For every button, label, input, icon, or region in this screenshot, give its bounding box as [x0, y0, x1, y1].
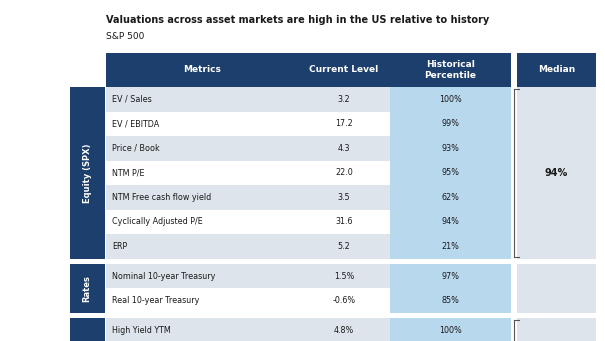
- Text: 4.8%: 4.8%: [334, 326, 354, 335]
- FancyBboxPatch shape: [390, 87, 511, 112]
- Text: Price / Book: Price / Book: [112, 144, 160, 153]
- FancyBboxPatch shape: [390, 210, 511, 234]
- Text: 99%: 99%: [442, 119, 459, 128]
- FancyBboxPatch shape: [106, 87, 390, 112]
- FancyBboxPatch shape: [106, 210, 390, 234]
- Text: EV / EBITDA: EV / EBITDA: [112, 119, 159, 128]
- Text: 31.6: 31.6: [335, 218, 353, 226]
- Text: Metrics: Metrics: [183, 65, 221, 74]
- Text: 100%: 100%: [439, 326, 462, 335]
- Text: NTM Free cash flow yield: NTM Free cash flow yield: [112, 193, 211, 202]
- FancyBboxPatch shape: [390, 288, 511, 313]
- Text: NTM P/E: NTM P/E: [112, 168, 145, 177]
- Text: 1.5%: 1.5%: [334, 272, 354, 281]
- FancyBboxPatch shape: [106, 185, 390, 210]
- FancyBboxPatch shape: [390, 185, 511, 210]
- Text: 93%: 93%: [442, 144, 459, 153]
- FancyBboxPatch shape: [70, 318, 105, 341]
- FancyBboxPatch shape: [517, 318, 596, 341]
- FancyBboxPatch shape: [390, 161, 511, 185]
- FancyBboxPatch shape: [517, 87, 596, 259]
- Text: 22.0: 22.0: [335, 168, 353, 177]
- Text: EV / Sales: EV / Sales: [112, 95, 152, 104]
- FancyBboxPatch shape: [517, 53, 596, 87]
- FancyBboxPatch shape: [390, 264, 511, 288]
- Text: 4.3: 4.3: [338, 144, 350, 153]
- Text: Valuations across asset markets are high in the US relative to history: Valuations across asset markets are high…: [106, 15, 489, 25]
- FancyBboxPatch shape: [390, 136, 511, 161]
- FancyBboxPatch shape: [517, 264, 596, 313]
- FancyBboxPatch shape: [106, 53, 511, 87]
- Text: 94%: 94%: [442, 218, 459, 226]
- Text: Median: Median: [538, 65, 575, 74]
- FancyBboxPatch shape: [390, 112, 511, 136]
- FancyBboxPatch shape: [106, 264, 390, 288]
- Text: Historical
Percentile: Historical Percentile: [425, 60, 476, 80]
- Text: 100%: 100%: [439, 95, 462, 104]
- Text: 62%: 62%: [442, 193, 459, 202]
- Text: Equity (SPX): Equity (SPX): [83, 143, 91, 203]
- Text: 21%: 21%: [442, 242, 459, 251]
- FancyBboxPatch shape: [106, 112, 390, 136]
- FancyBboxPatch shape: [106, 234, 390, 259]
- FancyBboxPatch shape: [390, 318, 511, 341]
- Text: High Yield YTM: High Yield YTM: [112, 326, 171, 335]
- Text: ERP: ERP: [112, 242, 127, 251]
- Text: Real 10-year Treasury: Real 10-year Treasury: [112, 296, 199, 305]
- Text: 97%: 97%: [442, 272, 459, 281]
- Text: 17.2: 17.2: [335, 119, 353, 128]
- FancyBboxPatch shape: [70, 264, 105, 313]
- FancyBboxPatch shape: [390, 234, 511, 259]
- Text: Current Level: Current Level: [309, 65, 379, 74]
- Text: 3.2: 3.2: [338, 95, 350, 104]
- Text: 5.2: 5.2: [338, 242, 350, 251]
- Text: Rates: Rates: [83, 275, 91, 302]
- FancyBboxPatch shape: [106, 161, 390, 185]
- Text: 3.5: 3.5: [338, 193, 350, 202]
- FancyBboxPatch shape: [106, 318, 390, 341]
- Text: Nominal 10-year Treasury: Nominal 10-year Treasury: [112, 272, 215, 281]
- Text: 85%: 85%: [442, 296, 459, 305]
- Text: Cyclically Adjusted P/E: Cyclically Adjusted P/E: [112, 218, 203, 226]
- Text: 94%: 94%: [545, 168, 568, 178]
- Text: 95%: 95%: [442, 168, 459, 177]
- Text: S&P 500: S&P 500: [106, 32, 144, 41]
- FancyBboxPatch shape: [70, 87, 105, 259]
- Text: -0.6%: -0.6%: [333, 296, 356, 305]
- FancyBboxPatch shape: [106, 136, 390, 161]
- FancyBboxPatch shape: [106, 288, 390, 313]
